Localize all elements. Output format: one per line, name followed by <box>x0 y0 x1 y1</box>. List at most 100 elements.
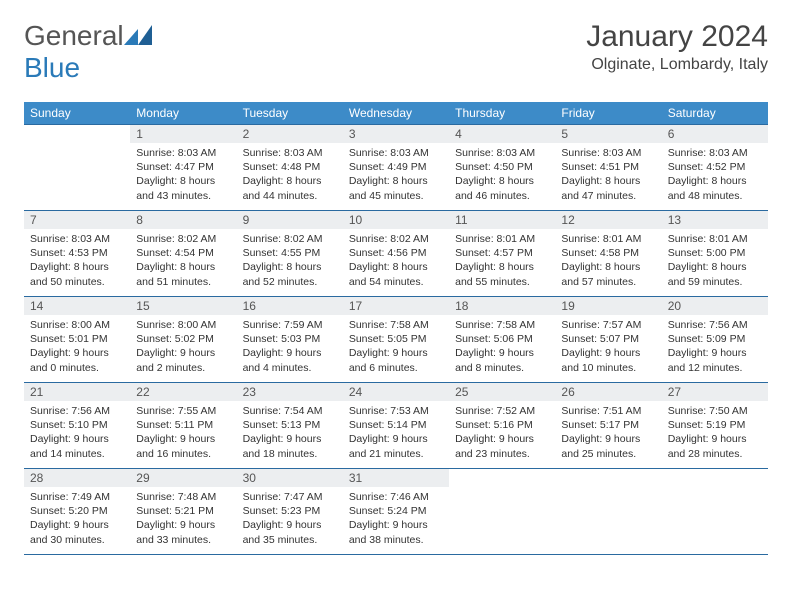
day-body: Sunrise: 8:02 AMSunset: 4:55 PMDaylight:… <box>237 229 343 293</box>
calendar-cell: 17Sunrise: 7:58 AMSunset: 5:05 PMDayligh… <box>343 297 449 383</box>
calendar-cell: 8Sunrise: 8:02 AMSunset: 4:54 PMDaylight… <box>130 211 236 297</box>
calendar-cell <box>555 469 661 555</box>
calendar-cell: 23Sunrise: 7:54 AMSunset: 5:13 PMDayligh… <box>237 383 343 469</box>
logo: General Blue <box>24 20 152 84</box>
day-number: 10 <box>343 211 449 229</box>
day-number: 28 <box>24 469 130 487</box>
calendar-cell: 30Sunrise: 7:47 AMSunset: 5:23 PMDayligh… <box>237 469 343 555</box>
calendar-cell: 10Sunrise: 8:02 AMSunset: 4:56 PMDayligh… <box>343 211 449 297</box>
day-number <box>449 469 555 487</box>
calendar-cell: 1Sunrise: 8:03 AMSunset: 4:47 PMDaylight… <box>130 125 236 211</box>
day-body: Sunrise: 8:03 AMSunset: 4:47 PMDaylight:… <box>130 143 236 207</box>
day-number: 7 <box>24 211 130 229</box>
calendar-cell: 4Sunrise: 8:03 AMSunset: 4:50 PMDaylight… <box>449 125 555 211</box>
calendar-cell: 15Sunrise: 8:00 AMSunset: 5:02 PMDayligh… <box>130 297 236 383</box>
calendar-body: 1Sunrise: 8:03 AMSunset: 4:47 PMDaylight… <box>24 125 768 555</box>
day-body: Sunrise: 8:03 AMSunset: 4:48 PMDaylight:… <box>237 143 343 207</box>
day-number <box>24 125 130 143</box>
day-number: 29 <box>130 469 236 487</box>
day-body <box>449 487 555 537</box>
calendar-table: Sunday Monday Tuesday Wednesday Thursday… <box>24 102 768 555</box>
weekday-header: Wednesday <box>343 102 449 125</box>
calendar-cell: 16Sunrise: 7:59 AMSunset: 5:03 PMDayligh… <box>237 297 343 383</box>
day-number <box>662 469 768 487</box>
calendar-cell: 27Sunrise: 7:50 AMSunset: 5:19 PMDayligh… <box>662 383 768 469</box>
calendar-cell: 22Sunrise: 7:55 AMSunset: 5:11 PMDayligh… <box>130 383 236 469</box>
logo-text: General Blue <box>24 20 152 84</box>
day-body: Sunrise: 7:48 AMSunset: 5:21 PMDaylight:… <box>130 487 236 551</box>
day-body: Sunrise: 8:02 AMSunset: 4:54 PMDaylight:… <box>130 229 236 293</box>
day-number: 19 <box>555 297 661 315</box>
logo-icon <box>124 20 152 40</box>
day-body: Sunrise: 7:49 AMSunset: 5:20 PMDaylight:… <box>24 487 130 551</box>
location: Olginate, Lombardy, Italy <box>586 56 768 74</box>
day-number: 1 <box>130 125 236 143</box>
weekday-header: Sunday <box>24 102 130 125</box>
calendar-cell: 26Sunrise: 7:51 AMSunset: 5:17 PMDayligh… <box>555 383 661 469</box>
day-body: Sunrise: 8:00 AMSunset: 5:01 PMDaylight:… <box>24 315 130 379</box>
day-number: 22 <box>130 383 236 401</box>
header: General Blue January 2024 Olginate, Lomb… <box>24 20 768 84</box>
calendar-row: 1Sunrise: 8:03 AMSunset: 4:47 PMDaylight… <box>24 125 768 211</box>
day-number: 11 <box>449 211 555 229</box>
calendar-cell <box>449 469 555 555</box>
day-number: 23 <box>237 383 343 401</box>
day-number: 13 <box>662 211 768 229</box>
calendar-cell: 9Sunrise: 8:02 AMSunset: 4:55 PMDaylight… <box>237 211 343 297</box>
calendar-cell: 11Sunrise: 8:01 AMSunset: 4:57 PMDayligh… <box>449 211 555 297</box>
calendar-cell <box>24 125 130 211</box>
calendar-cell: 6Sunrise: 8:03 AMSunset: 4:52 PMDaylight… <box>662 125 768 211</box>
day-body: Sunrise: 7:56 AMSunset: 5:10 PMDaylight:… <box>24 401 130 465</box>
day-body: Sunrise: 7:57 AMSunset: 5:07 PMDaylight:… <box>555 315 661 379</box>
weekday-header: Tuesday <box>237 102 343 125</box>
title-block: January 2024 Olginate, Lombardy, Italy <box>586 20 768 74</box>
calendar-cell <box>662 469 768 555</box>
weekday-header-row: Sunday Monday Tuesday Wednesday Thursday… <box>24 102 768 125</box>
calendar-cell: 29Sunrise: 7:48 AMSunset: 5:21 PMDayligh… <box>130 469 236 555</box>
day-body: Sunrise: 7:51 AMSunset: 5:17 PMDaylight:… <box>555 401 661 465</box>
logo-suffix: Blue <box>24 52 80 83</box>
calendar-cell: 31Sunrise: 7:46 AMSunset: 5:24 PMDayligh… <box>343 469 449 555</box>
day-body: Sunrise: 8:01 AMSunset: 4:57 PMDaylight:… <box>449 229 555 293</box>
calendar-cell: 28Sunrise: 7:49 AMSunset: 5:20 PMDayligh… <box>24 469 130 555</box>
day-number: 2 <box>237 125 343 143</box>
day-number: 25 <box>449 383 555 401</box>
calendar-row: 14Sunrise: 8:00 AMSunset: 5:01 PMDayligh… <box>24 297 768 383</box>
day-body: Sunrise: 8:03 AMSunset: 4:52 PMDaylight:… <box>662 143 768 207</box>
day-body: Sunrise: 7:55 AMSunset: 5:11 PMDaylight:… <box>130 401 236 465</box>
day-body <box>662 487 768 537</box>
day-number: 8 <box>130 211 236 229</box>
day-body: Sunrise: 7:50 AMSunset: 5:19 PMDaylight:… <box>662 401 768 465</box>
day-number: 30 <box>237 469 343 487</box>
day-number: 17 <box>343 297 449 315</box>
day-number: 26 <box>555 383 661 401</box>
calendar-row: 7Sunrise: 8:03 AMSunset: 4:53 PMDaylight… <box>24 211 768 297</box>
day-body: Sunrise: 8:03 AMSunset: 4:49 PMDaylight:… <box>343 143 449 207</box>
calendar-cell: 21Sunrise: 7:56 AMSunset: 5:10 PMDayligh… <box>24 383 130 469</box>
day-number: 9 <box>237 211 343 229</box>
day-number: 3 <box>343 125 449 143</box>
day-body: Sunrise: 7:53 AMSunset: 5:14 PMDaylight:… <box>343 401 449 465</box>
day-number: 31 <box>343 469 449 487</box>
day-number: 27 <box>662 383 768 401</box>
day-body: Sunrise: 7:58 AMSunset: 5:05 PMDaylight:… <box>343 315 449 379</box>
day-number: 12 <box>555 211 661 229</box>
day-body <box>555 487 661 537</box>
day-body: Sunrise: 8:03 AMSunset: 4:51 PMDaylight:… <box>555 143 661 207</box>
weekday-header: Thursday <box>449 102 555 125</box>
day-body: Sunrise: 8:03 AMSunset: 4:50 PMDaylight:… <box>449 143 555 207</box>
calendar-cell: 3Sunrise: 8:03 AMSunset: 4:49 PMDaylight… <box>343 125 449 211</box>
calendar-cell: 14Sunrise: 8:00 AMSunset: 5:01 PMDayligh… <box>24 297 130 383</box>
day-number: 16 <box>237 297 343 315</box>
day-body: Sunrise: 7:59 AMSunset: 5:03 PMDaylight:… <box>237 315 343 379</box>
calendar-cell: 7Sunrise: 8:03 AMSunset: 4:53 PMDaylight… <box>24 211 130 297</box>
day-number: 24 <box>343 383 449 401</box>
calendar-cell: 19Sunrise: 7:57 AMSunset: 5:07 PMDayligh… <box>555 297 661 383</box>
day-number: 6 <box>662 125 768 143</box>
logo-prefix: General <box>24 20 124 51</box>
day-number: 15 <box>130 297 236 315</box>
day-body: Sunrise: 8:01 AMSunset: 5:00 PMDaylight:… <box>662 229 768 293</box>
calendar-cell: 12Sunrise: 8:01 AMSunset: 4:58 PMDayligh… <box>555 211 661 297</box>
day-body: Sunrise: 7:58 AMSunset: 5:06 PMDaylight:… <box>449 315 555 379</box>
weekday-header: Friday <box>555 102 661 125</box>
